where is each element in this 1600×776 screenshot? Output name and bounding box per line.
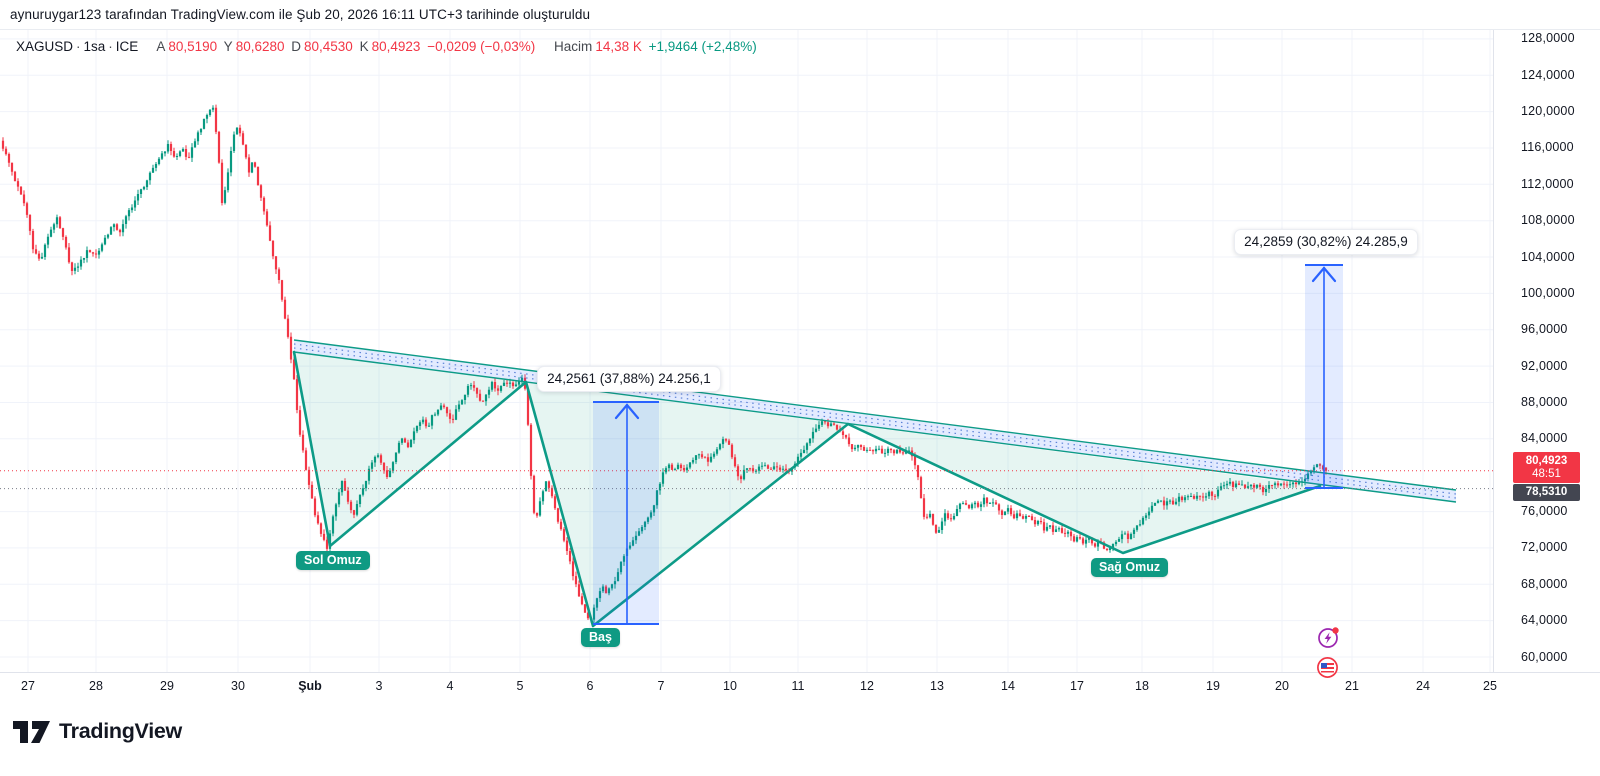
previous-price-badge: 78,5310 — [1513, 484, 1580, 501]
us-economic-event-icon[interactable] — [1316, 656, 1339, 679]
attribution-text: aynuruygar123 tarafından TradingView.com… — [10, 7, 591, 22]
price-tick-label: 68,0000 — [1521, 577, 1568, 591]
legend-separator-1: · — [76, 39, 81, 54]
footer-bar — [0, 704, 1600, 776]
symbol-legend[interactable]: XAGUSD · 1sa · ICE A 80,5190 Y 80,6280 D 80,453… — [16, 39, 760, 54]
legend-separator-2: · — [108, 39, 113, 54]
change-value: −0,0209 (−0,03%) — [427, 39, 536, 54]
symbol-interval[interactable]: 1sa — [83, 39, 106, 54]
price-tick-label: 76,0000 — [1521, 504, 1568, 518]
time-tick-label: 25 — [1483, 679, 1497, 693]
time-tick-label: 11 — [791, 679, 805, 693]
time-tick-label: 3 — [375, 679, 383, 693]
low-value: 80,4530 — [304, 39, 353, 54]
price-tick-label: 96,0000 — [1521, 322, 1568, 336]
volume-value: 14,38 K — [595, 39, 642, 54]
last-price-value: 80,4923 — [1525, 455, 1568, 467]
price-tick-label: 60,0000 — [1521, 650, 1568, 664]
time-tick-label: 18 — [1135, 679, 1149, 693]
high-value: 80,6280 — [235, 39, 285, 54]
time-tick-label: 30 — [231, 679, 245, 693]
time-tick-label: 7 — [657, 679, 665, 693]
close-label: K — [359, 39, 369, 54]
earnings-event-icon[interactable] — [1317, 626, 1340, 649]
time-tick-label: Şub — [298, 679, 322, 693]
price-tick-label: 88,0000 — [1521, 395, 1568, 409]
time-tick-label: 27 — [21, 679, 35, 693]
open-label: A — [156, 39, 166, 54]
time-tick-label: 17 — [1070, 679, 1084, 693]
price-tick-label: 120,0000 — [1521, 104, 1575, 118]
price-tick-label: 84,0000 — [1521, 431, 1568, 445]
time-tick-label: 21 — [1345, 679, 1359, 693]
left-shoulder-badge[interactable]: Sol Omuz — [296, 551, 370, 570]
close-value: 80,4923 — [371, 39, 421, 54]
price-tick-label: 128,0000 — [1521, 31, 1575, 45]
price-tick-label: 112,0000 — [1521, 177, 1574, 191]
volume-label: Hacim — [554, 39, 593, 54]
price-tick-label: 104,0000 — [1521, 250, 1575, 264]
time-tick-label: 5 — [516, 679, 524, 693]
price-tick-label: 72,0000 — [1521, 540, 1568, 554]
price-tick-label: 92,0000 — [1521, 359, 1568, 373]
time-tick-label: 19 — [1206, 679, 1220, 693]
right-shoulder-badge[interactable]: Sağ Omuz — [1091, 558, 1169, 577]
price-tick-label: 100,0000 — [1521, 286, 1575, 300]
time-tick-label: 14 — [1001, 679, 1015, 693]
tradingview-logo[interactable]: TradingView — [12, 714, 182, 748]
high-label: Y — [223, 39, 233, 54]
time-tick-label: 4 — [446, 679, 454, 693]
time-tick-label: 12 — [860, 679, 874, 693]
price-range-label-1[interactable]: 24,2561 (37,88%) 24.256,1 — [537, 366, 721, 392]
open-value: 80,5190 — [168, 39, 218, 54]
bar-countdown: 48:51 — [1532, 468, 1561, 480]
volume-change-value: +1,9464 (+2,48%) — [648, 39, 757, 54]
head-badge[interactable]: Baş — [581, 628, 620, 647]
price-tick-label: 64,0000 — [1521, 613, 1568, 627]
tradingview-logo-text: TradingView — [59, 718, 182, 743]
time-tick-label: 24 — [1416, 679, 1430, 693]
last-price-badge: 80,4923 48:51 — [1513, 452, 1580, 483]
price-range-label-2[interactable]: 24,2859 (30,82%) 24.285,9 — [1234, 229, 1418, 255]
symbol-exchange: ICE — [115, 39, 139, 54]
time-tick-label: 6 — [586, 679, 594, 693]
price-tick-label: 116,0000 — [1521, 140, 1574, 154]
attribution-bar: aynuruygar123 tarafından TradingView.com… — [0, 0, 1600, 30]
time-tick-label: 29 — [160, 679, 174, 693]
time-tick-label: 10 — [723, 679, 737, 693]
price-tick-label: 124,0000 — [1521, 68, 1575, 82]
time-tick-label: 28 — [89, 679, 103, 693]
low-label: D — [291, 39, 302, 54]
time-tick-label: 13 — [930, 679, 944, 693]
tradingview-logomark — [13, 721, 50, 743]
symbol-name[interactable]: XAGUSD — [16, 39, 74, 54]
time-tick-label: 20 — [1275, 679, 1289, 693]
price-tick-label: 108,0000 — [1521, 213, 1575, 227]
